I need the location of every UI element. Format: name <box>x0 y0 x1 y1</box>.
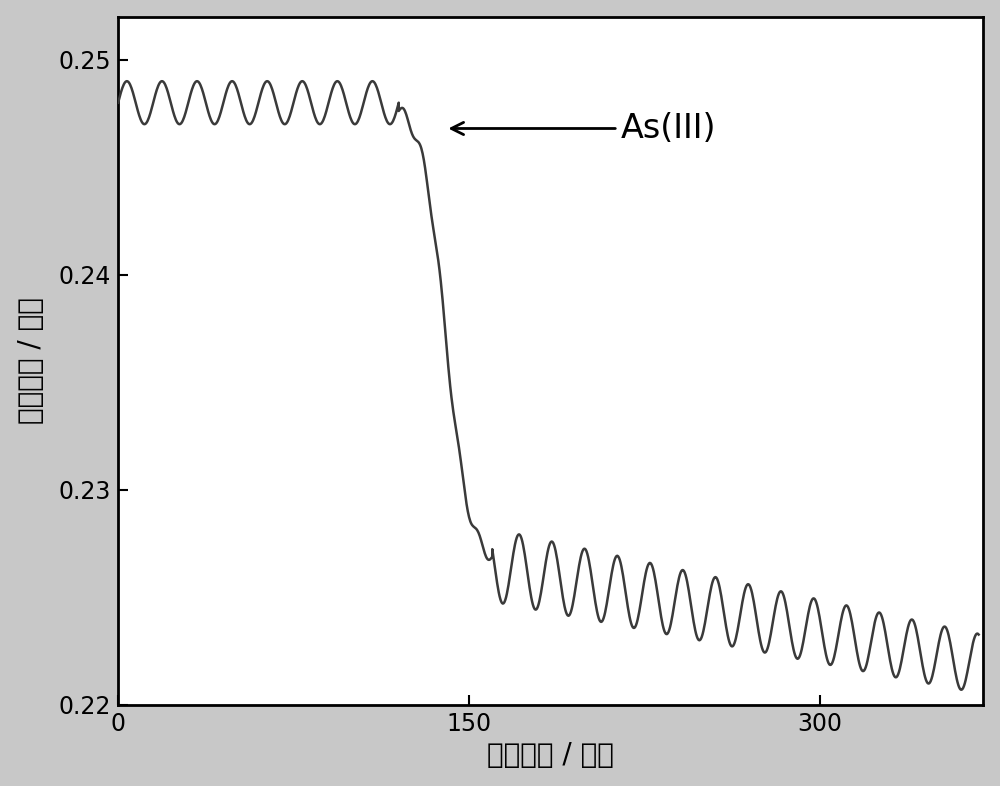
Text: As(III): As(III) <box>451 112 716 145</box>
Y-axis label: 开路电位 / 伏特: 开路电位 / 伏特 <box>17 297 45 424</box>
X-axis label: 反应时间 / 分钟: 反应时间 / 分钟 <box>487 741 614 769</box>
